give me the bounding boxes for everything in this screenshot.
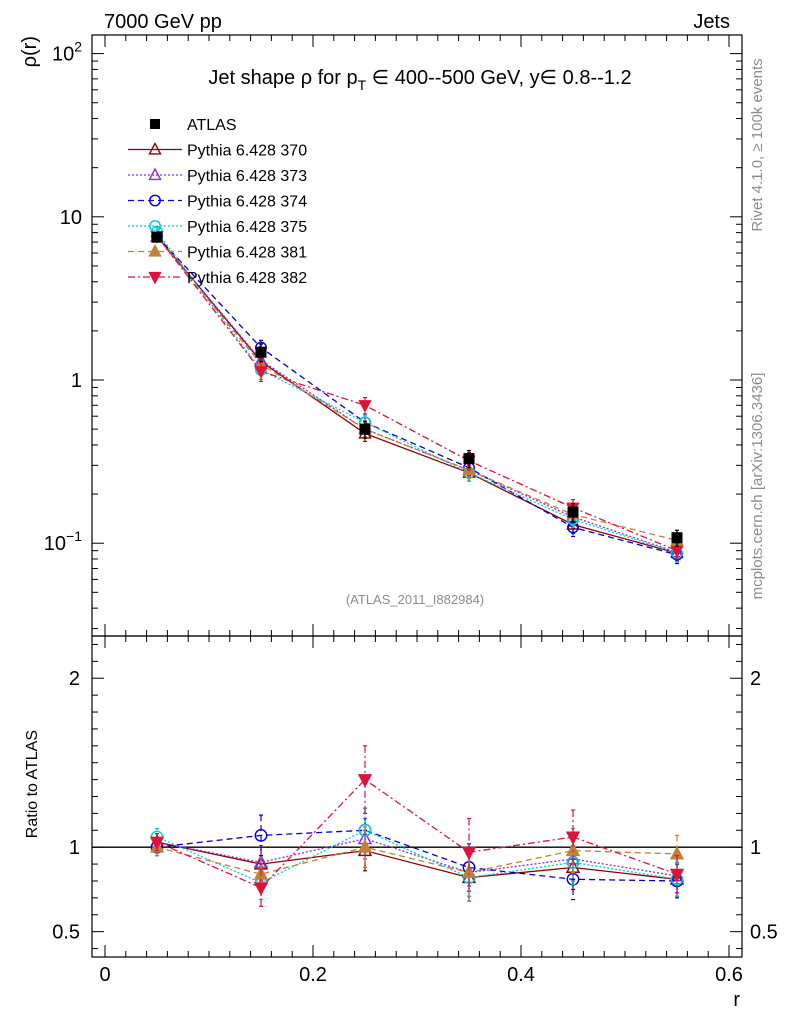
- main-series-line: [156, 235, 678, 556]
- legend-marker: [148, 271, 162, 285]
- category-label: Jets: [693, 11, 730, 33]
- main-series-line: [156, 231, 678, 554]
- ratio-series-pythia-6-428-374: [150, 807, 684, 901]
- ratio-data-point: [357, 839, 373, 853]
- analysis-tag: (ATLAS_2011_I882984): [346, 592, 484, 607]
- ratio-series-pythia-6-428-370: [149, 829, 685, 902]
- ratio-data-point: [565, 831, 581, 846]
- ratio-series-line: [156, 778, 678, 889]
- ratio-data-point: [149, 836, 165, 851]
- legend-marker: [148, 243, 162, 257]
- main-data-point: [254, 366, 268, 379]
- ratio-data-point: [357, 774, 373, 788]
- ratio-data-point: [253, 882, 269, 896]
- ratio-data-point: [254, 828, 268, 842]
- legend-item-pythia-6-428-370: Pythia 6.428 370: [128, 141, 307, 160]
- legend-label: Pythia 6.428 374: [187, 194, 307, 211]
- title-pre: Jet shape ρ for p: [208, 67, 357, 89]
- ratio-series-pythia-6-428-375: [150, 807, 684, 902]
- main-data-point: [151, 231, 163, 243]
- x-tick-label: 0: [99, 964, 110, 986]
- legend-marker: [149, 194, 161, 207]
- ratio-series-line: [156, 846, 678, 875]
- ratio-y-axis-title: Ratio to ATLAS: [24, 730, 41, 838]
- x-tick-label: 0.6: [715, 964, 743, 986]
- legend: ATLAS Pythia 6.428 370 Pythia 6.428 373 Pyt…: [128, 117, 307, 287]
- main-y-tick-label: 10: [60, 207, 82, 229]
- legend-label: Pythia 6.428 370: [187, 143, 307, 160]
- main-data-point: [567, 506, 579, 518]
- legend-marker: [150, 119, 160, 129]
- title-subscript: T: [358, 77, 367, 93]
- main-series-line: [156, 236, 678, 542]
- legend-item-pythia-6-428-374: Pythia 6.428 374: [128, 194, 307, 211]
- legend-marker: [148, 167, 162, 181]
- legend-label: Pythia 6.428 381: [187, 245, 307, 262]
- ratio-series-line: [156, 841, 678, 880]
- ratio-series-pythia-6-428-381: [149, 826, 685, 897]
- x-axis-title: r: [733, 989, 740, 1011]
- main-series-line: [156, 235, 678, 552]
- main-series-line: [156, 235, 678, 554]
- title-post: ∈ 400--500 GeV, y∈ 0.8--1.2: [366, 67, 631, 89]
- main-y-tick-label: 1: [71, 370, 82, 392]
- legend-label: Pythia 6.428 375: [187, 219, 307, 236]
- legend-marker: [148, 141, 162, 155]
- main-data-point: [463, 453, 475, 465]
- ratio-y-tick-label: 0.5: [52, 922, 80, 944]
- main-plot-title: Jet shape ρ for pT ∈ 400--500 GeV, y∈ 0.…: [208, 67, 631, 93]
- ratio-y-tick-label: 1: [69, 837, 80, 859]
- main-y-axis-title: ρ(r): [19, 36, 41, 67]
- ratio-data-point: [461, 846, 477, 861]
- x-tick-label: 0.2: [299, 964, 327, 986]
- main-series-atlas: [151, 231, 683, 547]
- energy-label: 7000 GeV pp: [104, 11, 222, 33]
- legend-label: ATLAS: [187, 117, 237, 134]
- main-y-tick-label: 102: [52, 39, 82, 66]
- ratio-y-tick-label-right: 1: [750, 837, 761, 859]
- tick-exponent: −1: [66, 528, 82, 544]
- legend-item-pythia-6-428-375: Pythia 6.428 375: [128, 219, 307, 236]
- mcplots-label: mcplots.cern.ch [arXiv:1306.3436]: [749, 373, 766, 600]
- ratio-plot-frame: [91, 635, 743, 958]
- ratio-series-pythia-6-428-382: [149, 745, 685, 907]
- legend-label: Pythia 6.428 382: [187, 270, 307, 287]
- main-y-tick-label: 10−1: [44, 528, 82, 555]
- ratio-panel: 0.5 0.5 1 1 2 2 0 0.2 0.4 0.6: [52, 635, 778, 986]
- ratio-data-point: [669, 868, 685, 883]
- ratio-data-point: [461, 864, 477, 879]
- ratio-series-line: [156, 829, 678, 884]
- ratio-series-line: [156, 838, 678, 877]
- legend-item-pythia-6-428-381: Pythia 6.428 381: [128, 243, 307, 262]
- legend-label: Pythia 6.428 373: [187, 168, 307, 185]
- legend-marker: [149, 220, 161, 232]
- ratio-data-point: [358, 823, 372, 837]
- tick-exponent: 2: [74, 39, 82, 55]
- main-data-point: [671, 532, 683, 544]
- main-data-point: [358, 400, 372, 413]
- ratio-y-tick-label-right: 2: [750, 668, 761, 690]
- tick-base: 10: [44, 533, 66, 555]
- main-data-point: [359, 423, 371, 435]
- tick-base: 10: [52, 44, 74, 66]
- ratio-y-tick-label: 2: [69, 668, 80, 690]
- legend-item-pythia-6-428-373: Pythia 6.428 373: [128, 167, 307, 185]
- x-tick-label: 0.4: [507, 964, 535, 986]
- legend-item-pythia-6-428-382: Pythia 6.428 382: [128, 270, 307, 287]
- main-data-point: [255, 346, 267, 358]
- rivet-version-label: Rivet 4.1.0, ≥ 100k events: [749, 58, 766, 231]
- ratio-y-tick-label-right: 0.5: [750, 922, 778, 944]
- ratio-series-line: [156, 829, 678, 882]
- legend-item-atlas: ATLAS: [150, 117, 237, 134]
